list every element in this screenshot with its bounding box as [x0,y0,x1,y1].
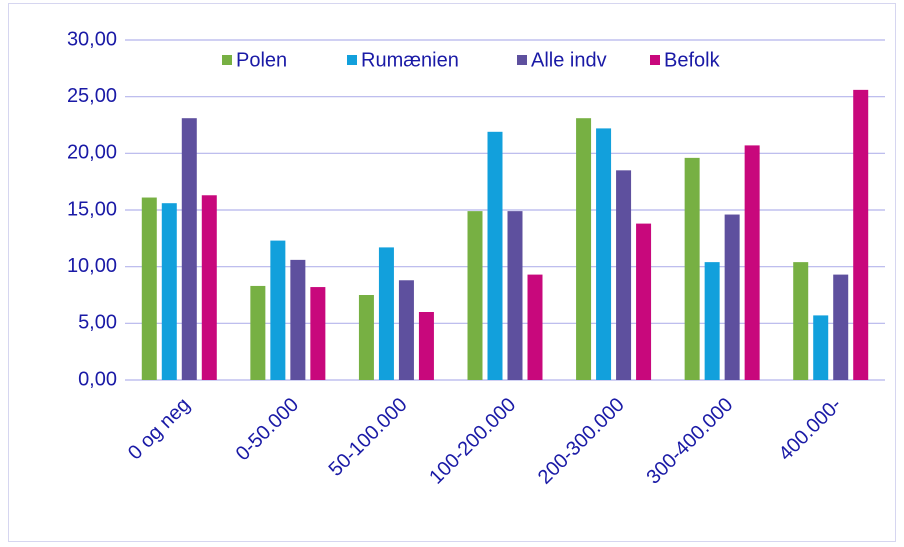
bar [684,157,700,380]
legend-label: Alle indv [531,49,607,71]
bar [527,274,543,380]
y-tick-label: 0,00 [78,368,117,390]
y-tick-label: 30,00 [67,28,117,50]
bar [833,274,849,380]
bar [813,315,829,380]
bar [744,145,760,380]
bar [596,128,612,380]
y-tick-label: 25,00 [67,85,117,107]
bar [398,280,414,380]
bar [141,197,157,380]
y-tick-label: 5,00 [78,312,117,334]
bar [290,259,306,380]
bar [310,287,326,380]
y-tick-label: 15,00 [67,198,117,220]
bar [576,118,592,380]
y-tick-label: 10,00 [67,255,117,277]
bar [378,247,394,380]
bar [616,170,632,380]
bar [507,211,523,380]
bar [704,262,720,380]
bar [270,240,286,380]
bar [250,285,266,380]
bar [161,203,177,380]
bar [636,223,652,380]
legend-swatch [517,55,527,65]
bar [181,118,197,380]
legend-label: Befolk [664,49,721,71]
legend-swatch [650,55,660,65]
legend-swatch [222,55,232,65]
bar [487,131,503,380]
bar [467,211,483,380]
legend-swatch [347,55,357,65]
y-tick-label: 20,00 [67,142,117,164]
bar [201,195,217,380]
bar [724,214,740,380]
bar [793,262,809,380]
legend-label: Polen [236,49,287,71]
bar [358,295,374,380]
legend-label: Rumænien [361,49,459,71]
bar [853,89,869,380]
bar [418,312,434,380]
